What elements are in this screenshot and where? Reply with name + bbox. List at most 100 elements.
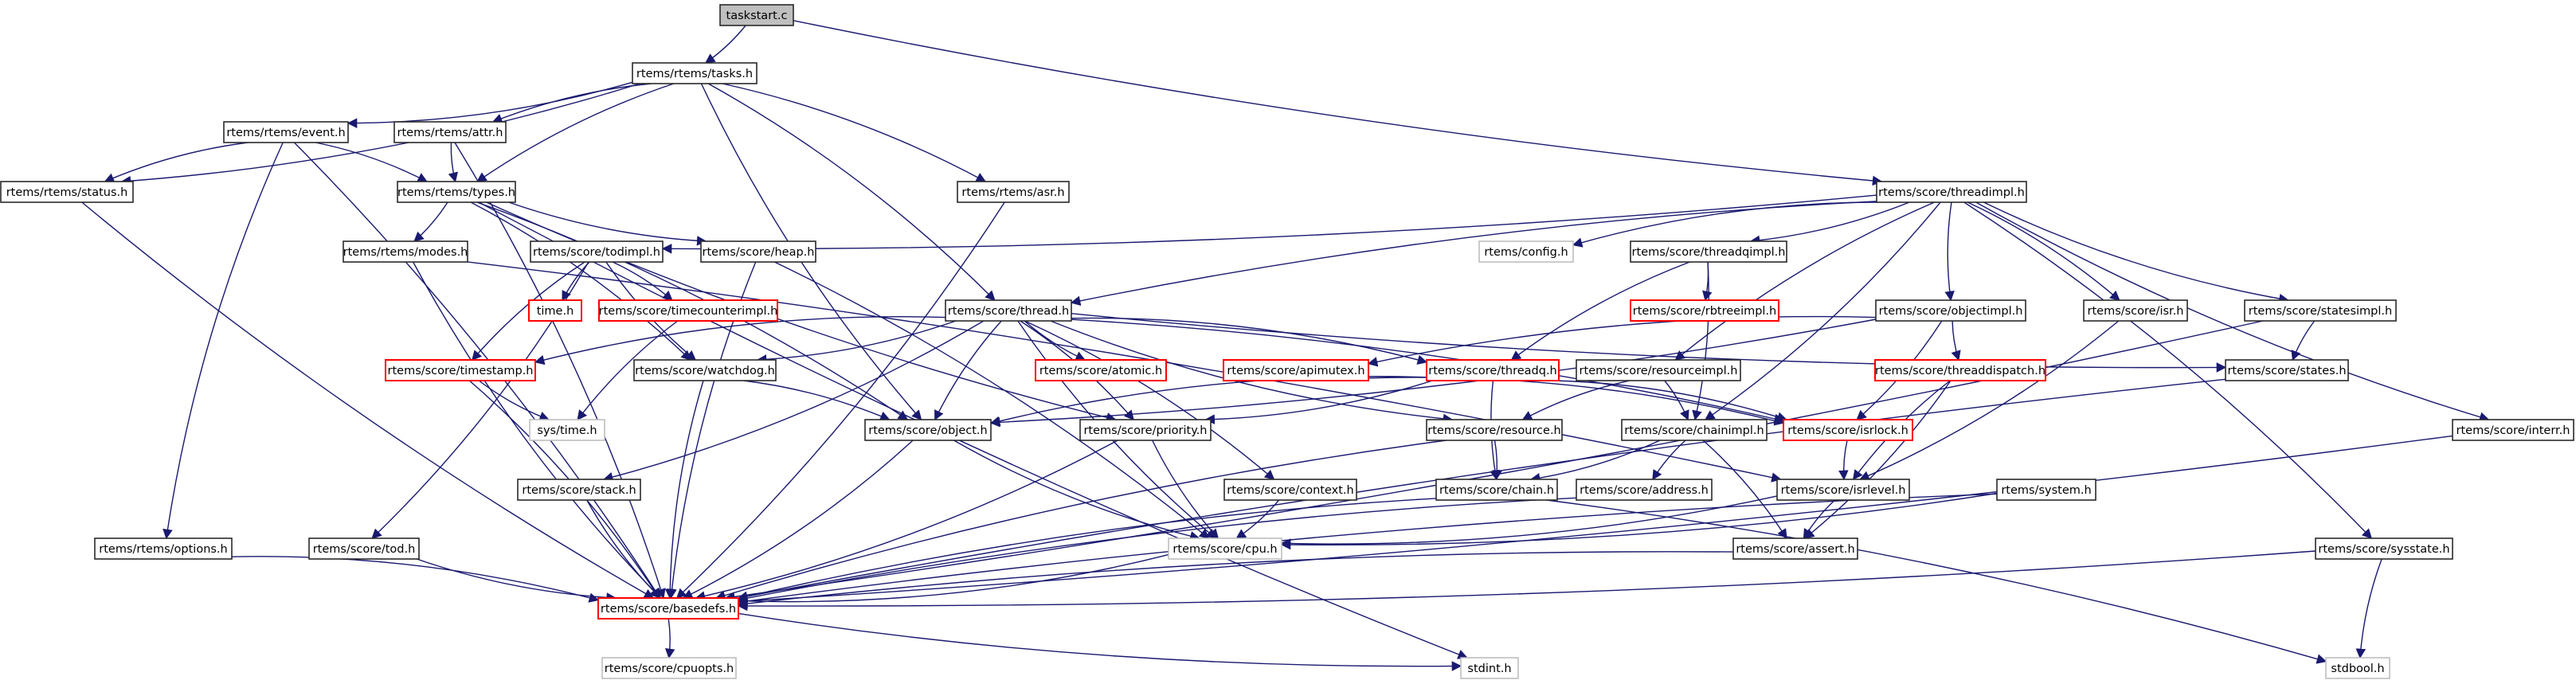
node-rbtreeimpl[interactable]: rtems/score/rbtreeimpl.h (1630, 299, 1779, 322)
node-threadq[interactable]: rtems/score/threadq.h (1426, 359, 1560, 381)
include-edge-thread-to-object (934, 320, 1002, 421)
include-edge-timecounterimpl-to-systime (577, 320, 679, 421)
include-edge-sysstate-to-basedefs (737, 550, 2316, 612)
node-resourceimpl[interactable]: rtems/score/resourceimpl.h (1576, 359, 1741, 381)
node-stdbool[interactable]: stdbool.h (2325, 657, 2390, 679)
node-label-types: rtems/rtems/types.h (397, 186, 515, 199)
node-system[interactable]: rtems/system.h (1996, 479, 2096, 501)
node-label-systime: sys/time.h (537, 424, 597, 437)
include-edge-tasks-to-thread (707, 83, 996, 301)
node-event[interactable]: rtems/rtems/event.h (223, 121, 349, 143)
include-edge-basedefs-to-cpuopts (664, 618, 675, 659)
node-box-threadqimpl (1630, 240, 1787, 263)
node-label-thread: rtems/score/thread.h (948, 305, 1069, 318)
include-edge-threadimpl-to-statesimpl (1983, 201, 2289, 304)
node-label-sysstate: rtems/score/sysstate.h (2318, 543, 2449, 556)
node-apimutex[interactable]: rtems/score/apimutex.h (1223, 359, 1369, 381)
node-types[interactable]: rtems/rtems/types.h (397, 181, 516, 203)
node-box-systime (529, 419, 605, 441)
node-todimpl[interactable]: rtems/score/todimpl.h (530, 240, 664, 263)
node-sysstate[interactable]: rtems/score/sysstate.h (2315, 537, 2453, 560)
node-states[interactable]: rtems/score/states.h (2225, 359, 2349, 381)
node-isrlock[interactable]: rtems/score/isrlock.h (1783, 419, 1913, 441)
include-edge-status-to-basedefs (81, 201, 655, 599)
node-watchdog[interactable]: rtems/score/watchdog.h (633, 359, 777, 381)
node-label-priority: rtems/score/priority.h (1083, 424, 1207, 437)
node-isr[interactable]: rtems/score/isr.h (2083, 299, 2188, 322)
node-address[interactable]: rtems/score/address.h (1576, 479, 1713, 501)
include-edge-asr-to-basedefs (675, 201, 1005, 599)
include-edge-event-to-options (162, 142, 284, 540)
node-label-event: rtems/rtems/event.h (226, 127, 345, 139)
include-edge-resource-to-basedefs (714, 440, 1447, 600)
node-object[interactable]: rtems/score/object.h (864, 419, 992, 441)
node-label-stack: rtems/score/stack.h (522, 484, 636, 497)
include-edge-threaddispatch-to-assert (1804, 380, 1952, 539)
node-tod[interactable]: rtems/score/tod.h (308, 537, 420, 560)
node-modes[interactable]: rtems/rtems/modes.h (343, 240, 468, 263)
node-config[interactable]: rtems/config.h (1478, 240, 1574, 263)
node-asr[interactable]: rtems/rtems/asr.h (957, 181, 1070, 203)
node-tasks[interactable]: rtems/rtems/tasks.h (632, 62, 758, 84)
include-edge-basedefs-to-stdint (738, 612, 1462, 671)
node-options[interactable]: rtems/rtems/options.h (94, 537, 233, 560)
node-label-resource: rtems/score/resource.h (1427, 424, 1561, 437)
node-cpuopts[interactable]: rtems/score/cpuopts.h (601, 657, 737, 679)
include-edge-watchdog-to-object (743, 380, 891, 421)
node-label-objectimpl: rtems/score/objectimpl.h (1879, 305, 2023, 318)
node-basedefs[interactable]: rtems/score/basedefs.h (597, 597, 739, 620)
node-timestamp[interactable]: rtems/score/timestamp.h (385, 359, 536, 381)
node-chainimpl[interactable]: rtems/score/chainimpl.h (1621, 419, 1768, 441)
node-stack[interactable]: rtems/score/stack.h (517, 479, 641, 501)
node-taskstart[interactable]: taskstart.c (719, 4, 794, 26)
node-atomic[interactable]: rtems/score/atomic.h (1035, 359, 1167, 381)
include-edge-context-to-cpu (1235, 499, 1280, 539)
node-label-todimpl: rtems/score/todimpl.h (533, 246, 660, 259)
node-status[interactable]: rtems/rtems/status.h (0, 181, 134, 203)
node-isrlevel[interactable]: rtems/score/isrlevel.h (1776, 479, 1910, 501)
node-threadqimpl[interactable]: rtems/score/threadqimpl.h (1630, 240, 1787, 263)
include-edge-resourceimpl-to-resource (1521, 380, 1631, 420)
node-heap[interactable]: rtems/score/heap.h (700, 240, 816, 263)
node-stdint[interactable]: stdint.h (1460, 657, 1519, 679)
node-timecounterimpl[interactable]: rtems/score/timecounterimpl.h (598, 299, 778, 322)
node-label-attr: rtems/rtems/attr.h (397, 127, 503, 139)
node-box-todimpl (530, 240, 664, 263)
node-box-stdbool (2325, 657, 2390, 679)
node-priority[interactable]: rtems/score/priority.h (1079, 419, 1212, 441)
node-box-isr (2083, 299, 2188, 322)
node-statesimpl[interactable]: rtems/score/statesimpl.h (2244, 299, 2397, 322)
node-box-tasks (632, 62, 758, 84)
node-label-timecounterimpl: rtems/score/timecounterimpl.h (599, 305, 778, 318)
node-label-modes: rtems/rtems/modes.h (343, 246, 468, 259)
include-edge-objectimpl-to-apimutex (1367, 315, 1877, 367)
node-label-statesimpl: rtems/score/statesimpl.h (2249, 305, 2392, 318)
node-box-context (1223, 479, 1357, 501)
include-edge-attr-to-types (448, 142, 458, 183)
include-edge-object-to-cpu (953, 440, 1200, 541)
node-box-states (2225, 359, 2349, 381)
node-interr[interactable]: rtems/score/interr.h (2452, 419, 2574, 441)
node-attr[interactable]: rtems/rtems/attr.h (393, 121, 507, 143)
node-thread[interactable]: rtems/score/thread.h (945, 299, 1072, 322)
node-box-timestamp (385, 359, 536, 381)
include-edge-todimpl-to-timecounterimpl (612, 261, 673, 301)
node-chain[interactable]: rtems/score/chain.h (1435, 479, 1558, 501)
include-edge-thread-to-resource (1050, 320, 1454, 424)
node-objectimpl[interactable]: rtems/score/objectimpl.h (1875, 299, 2026, 322)
node-time[interactable]: time.h (528, 299, 582, 322)
include-edge-isr-to-isrlevel (1859, 320, 2120, 481)
node-label-cpuopts: rtems/score/cpuopts.h (605, 663, 734, 675)
node-systime[interactable]: sys/time.h (529, 419, 605, 441)
node-resource[interactable]: rtems/score/resource.h (1426, 419, 1563, 441)
include-edge-object-to-basedefs (682, 440, 914, 599)
node-label-threaddispatch: rtems/score/threaddispatch.h (1875, 365, 2046, 377)
node-threadimpl[interactable]: rtems/score/threadimpl.h (1876, 181, 2027, 203)
include-edge-thread-to-stack (602, 320, 985, 483)
node-assert[interactable]: rtems/score/assert.h (1732, 537, 1858, 560)
node-threaddispatch[interactable]: rtems/score/threaddispatch.h (1874, 359, 2046, 381)
include-edge-threadimpl-to-threadqimpl (1749, 201, 1910, 246)
node-label-chain: rtems/score/chain.h (1439, 484, 1554, 497)
node-cpu[interactable]: rtems/score/cpu.h (1168, 537, 1282, 560)
node-context[interactable]: rtems/score/context.h (1223, 479, 1357, 501)
